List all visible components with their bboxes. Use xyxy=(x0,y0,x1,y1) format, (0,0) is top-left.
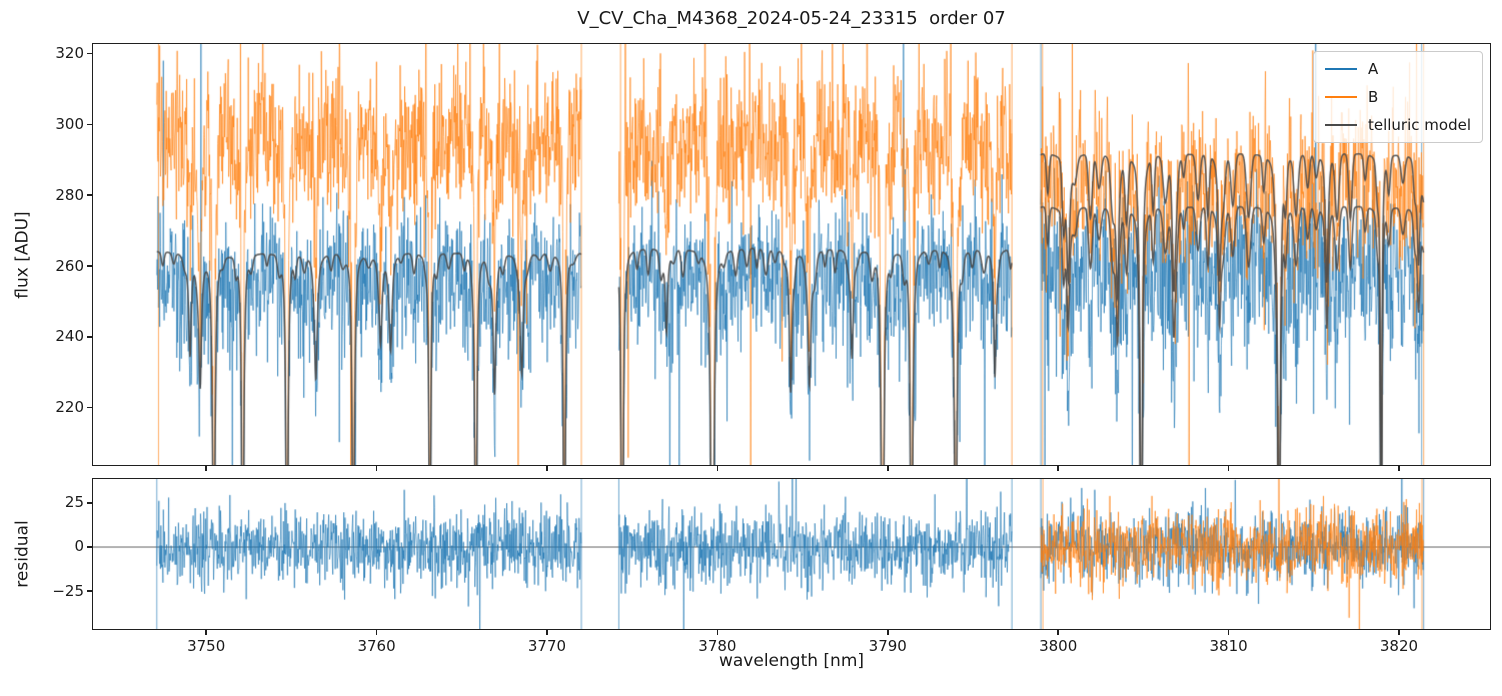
legend-item-b: B xyxy=(1324,88,1471,106)
y-tick-mark-residual xyxy=(86,546,92,548)
y-tick-label-flux: 320 xyxy=(55,44,84,63)
x-tick-mark-residual xyxy=(1227,630,1230,635)
legend-line-b-icon xyxy=(1324,96,1357,98)
x-tick-mark-residual xyxy=(1398,630,1400,635)
x-tick-mark-flux xyxy=(375,466,378,471)
residual-plot-canvas xyxy=(93,479,1490,629)
legend-line-telluric-icon xyxy=(1324,124,1357,126)
x-tick-label: 3800 xyxy=(1039,637,1078,655)
x-tick-mark-flux xyxy=(886,466,889,471)
x-tick-label: 3750 xyxy=(187,637,226,655)
y-tick-mark-residual xyxy=(86,501,92,504)
legend: A B telluric model xyxy=(1312,51,1483,143)
x-tick-mark-residual xyxy=(886,630,889,635)
x-tick-label: 3780 xyxy=(698,637,737,655)
y-tick-label-residual: 0 xyxy=(74,537,84,556)
x-tick-mark-flux xyxy=(1057,466,1059,471)
flux-axis-label: flux [ADU] xyxy=(13,210,33,299)
x-tick-mark-flux xyxy=(205,466,207,471)
x-tick-mark-residual xyxy=(205,630,207,635)
x-tick-mark-flux xyxy=(716,466,719,471)
x-axis-label: wavelength [nm] xyxy=(718,651,865,671)
x-tick-mark-flux xyxy=(1398,466,1400,471)
y-tick-mark-residual xyxy=(86,590,92,592)
y-tick-mark-flux xyxy=(86,406,92,409)
flux-plot-canvas xyxy=(93,44,1490,465)
x-tick-mark-residual xyxy=(1057,630,1059,635)
y-tick-label-flux: 260 xyxy=(55,256,84,275)
residual-axes xyxy=(92,478,1491,630)
x-tick-mark-residual xyxy=(546,630,548,635)
x-tick-mark-residual xyxy=(716,630,719,635)
y-tick-label-flux: 280 xyxy=(55,185,84,204)
legend-label-a: A xyxy=(1367,60,1379,78)
y-tick-mark-flux xyxy=(86,123,92,126)
x-tick-label: 3760 xyxy=(357,637,396,655)
legend-label-telluric: telluric model xyxy=(1367,116,1471,134)
legend-item-a: A xyxy=(1324,60,1471,78)
y-tick-mark-flux xyxy=(86,335,92,338)
x-tick-mark-flux xyxy=(546,466,548,471)
y-tick-mark-flux xyxy=(86,194,92,196)
y-tick-label-flux: 300 xyxy=(55,114,84,133)
y-tick-label-residual: −25 xyxy=(52,581,84,600)
legend-item-telluric-model: telluric model xyxy=(1324,116,1471,134)
x-tick-label: 3810 xyxy=(1209,637,1248,655)
y-tick-label-residual: 25 xyxy=(64,493,84,512)
x-tick-mark-flux xyxy=(1227,466,1230,471)
plot-title: V_CV_Cha_M4368_2024-05-24_23315 order 07 xyxy=(577,8,1006,29)
legend-line-a-icon xyxy=(1324,68,1357,70)
x-tick-label: 3770 xyxy=(527,637,567,655)
y-tick-label-flux: 240 xyxy=(55,327,84,346)
x-tick-label: 3820 xyxy=(1379,637,1419,655)
flux-axes: A B telluric model xyxy=(92,43,1491,466)
legend-label-b: B xyxy=(1367,88,1379,106)
x-tick-label: 3790 xyxy=(868,637,907,655)
x-tick-mark-residual xyxy=(375,630,378,635)
y-tick-mark-flux xyxy=(86,52,92,55)
y-tick-mark-flux xyxy=(86,265,92,267)
y-tick-label-flux: 220 xyxy=(55,398,84,417)
residual-axis-label: residual xyxy=(13,520,33,588)
